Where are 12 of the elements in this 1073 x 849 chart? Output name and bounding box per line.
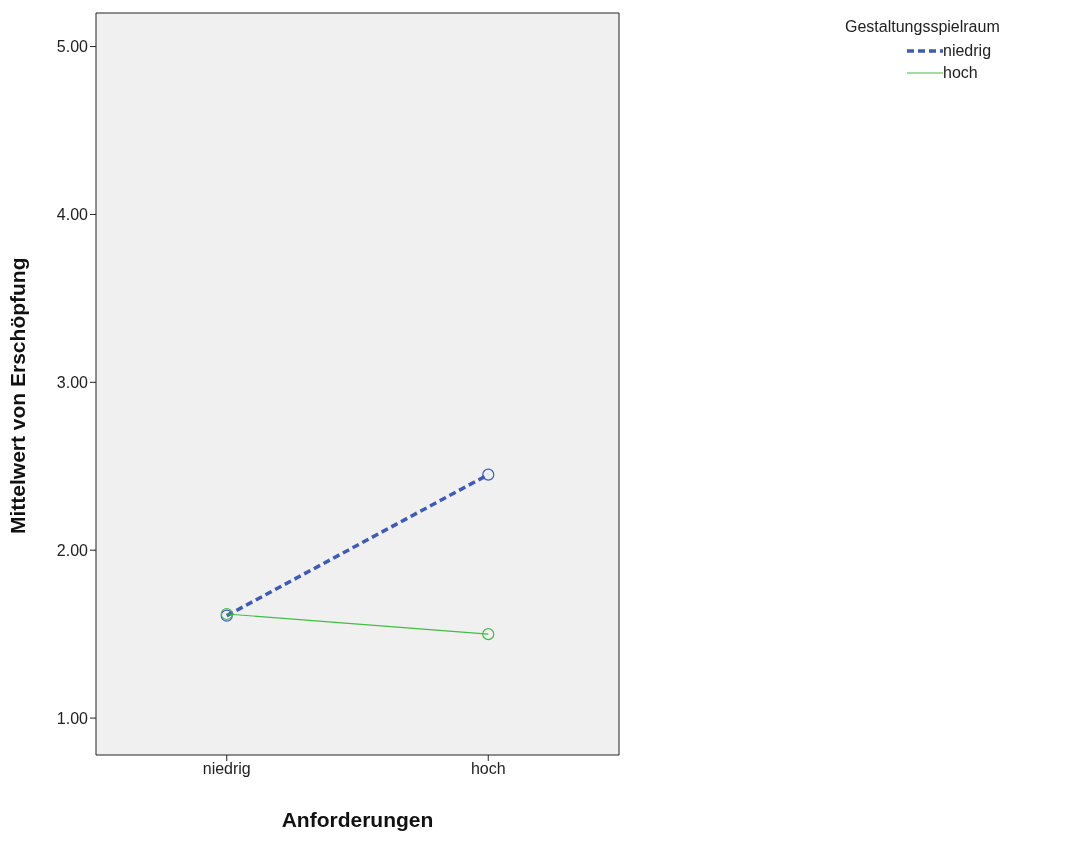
legend-title: Gestaltungsspielraum: [845, 18, 1001, 36]
y-tick-label: 4.00: [56, 206, 89, 224]
point: [482, 468, 495, 481]
y-tick-label: 3.00: [56, 374, 89, 391]
legend-label: hoch: [943, 63, 978, 83]
point: [482, 628, 495, 641]
legend-label: niedrig: [943, 41, 992, 61]
y-tick-label: 5.00: [56, 38, 89, 56]
y-axis-title: Mittelwert von Erschöpfung: [6, 257, 30, 534]
y-tick-label: 2.00: [56, 541, 89, 559]
y-tick-label: 1.00: [56, 709, 89, 727]
x-axis-title: Anforderungen: [281, 808, 434, 831]
